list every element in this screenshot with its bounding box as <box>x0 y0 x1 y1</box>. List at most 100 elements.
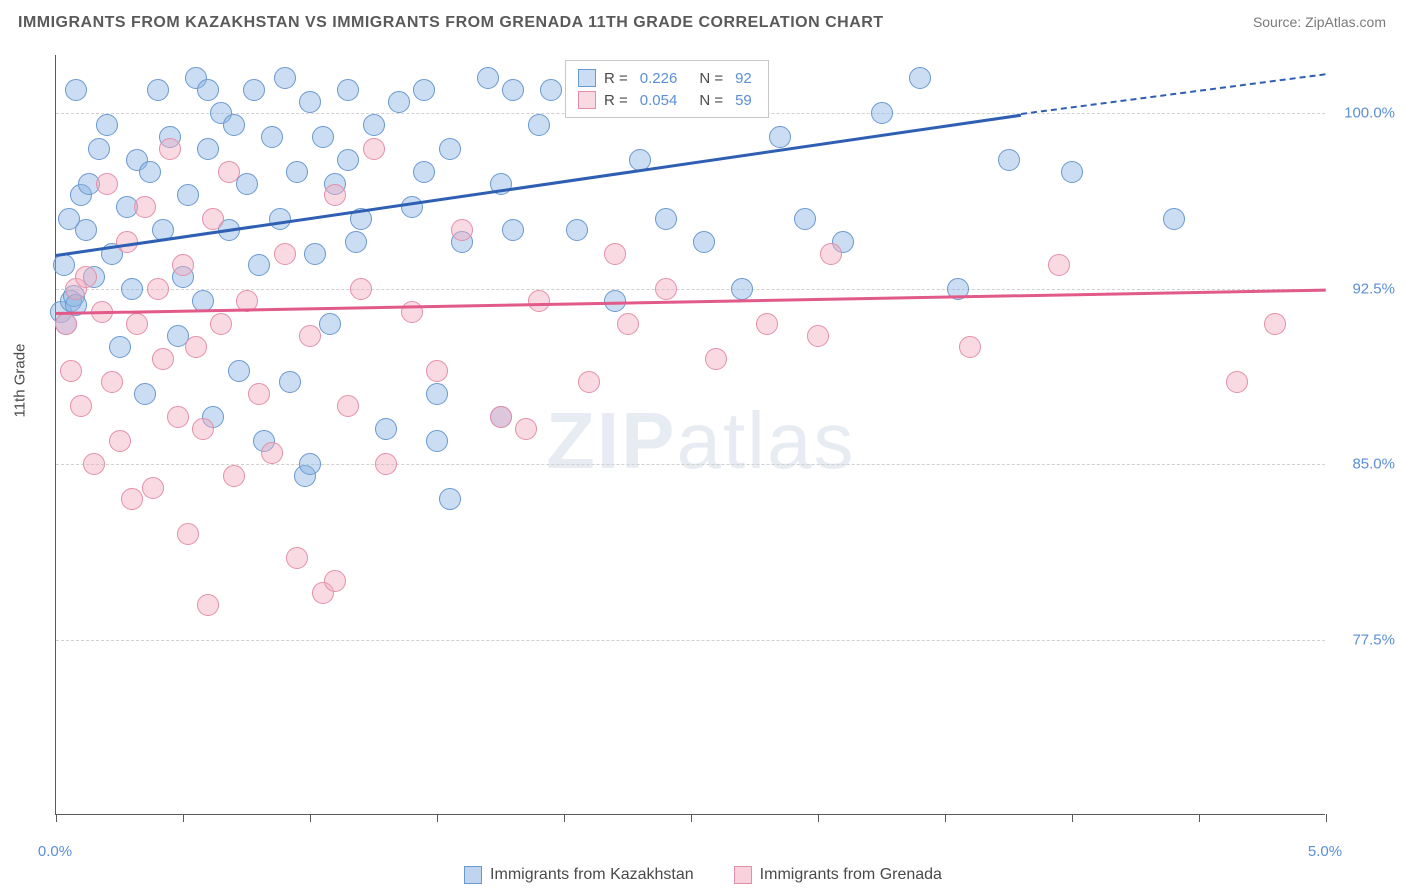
data-point <box>269 208 291 230</box>
data-point <box>502 219 524 241</box>
data-point <box>65 79 87 101</box>
data-point <box>167 406 189 428</box>
data-point <box>274 67 296 89</box>
data-point <box>223 114 245 136</box>
data-point <box>324 570 346 592</box>
legend-n-label: N = <box>699 70 723 87</box>
gridline <box>56 640 1325 641</box>
legend-row: R =0.226N =92 <box>578 67 756 89</box>
data-point <box>228 360 250 382</box>
data-point <box>134 383 156 405</box>
data-point <box>604 243 626 265</box>
data-point <box>299 91 321 113</box>
legend-swatch <box>578 69 596 87</box>
series-legend: Immigrants from Kazakhstan Immigrants fro… <box>0 866 1406 884</box>
data-point <box>477 67 499 89</box>
data-point <box>286 547 308 569</box>
data-point <box>693 231 715 253</box>
x-tick <box>818 814 819 822</box>
legend-item: Immigrants from Kazakhstan <box>464 866 694 884</box>
data-point <box>655 208 677 230</box>
y-tick-label: 92.5% <box>1352 280 1395 297</box>
data-point <box>375 418 397 440</box>
data-point <box>337 149 359 171</box>
data-point <box>299 325 321 347</box>
data-point <box>223 465 245 487</box>
legend-swatch <box>734 866 752 884</box>
x-tick <box>691 814 692 822</box>
data-point <box>279 371 301 393</box>
data-point <box>109 430 131 452</box>
data-point <box>53 254 75 276</box>
data-point <box>578 371 600 393</box>
data-point <box>75 266 97 288</box>
chart-title: IMMIGRANTS FROM KAZAKHSTAN VS IMMIGRANTS… <box>18 14 884 32</box>
data-point <box>1163 208 1185 230</box>
x-tick <box>1072 814 1073 822</box>
data-point <box>604 290 626 312</box>
data-point <box>769 126 791 148</box>
data-point <box>566 219 588 241</box>
data-point <box>1264 313 1286 335</box>
data-point <box>871 102 893 124</box>
data-point <box>426 360 448 382</box>
data-point <box>426 430 448 452</box>
x-tick <box>56 814 57 822</box>
data-point <box>243 79 265 101</box>
y-tick-label: 77.5% <box>1352 631 1395 648</box>
data-point <box>324 184 346 206</box>
data-point <box>83 453 105 475</box>
data-point <box>337 395 359 417</box>
data-point <box>88 138 110 160</box>
data-point <box>192 418 214 440</box>
data-point <box>705 348 727 370</box>
x-tick <box>1326 814 1327 822</box>
legend-n-value: 59 <box>735 92 752 109</box>
legend-r-label: R = <box>604 92 628 109</box>
data-point <box>109 336 131 358</box>
legend-n-value: 92 <box>735 70 752 87</box>
data-point <box>1226 371 1248 393</box>
data-point <box>177 523 199 545</box>
data-point <box>820 243 842 265</box>
data-point <box>248 254 270 276</box>
data-point <box>363 114 385 136</box>
data-point <box>345 231 367 253</box>
data-point <box>540 79 562 101</box>
data-point <box>528 290 550 312</box>
x-tick <box>437 814 438 822</box>
data-point <box>210 313 232 335</box>
data-point <box>197 594 219 616</box>
data-point <box>312 126 334 148</box>
data-point <box>70 395 92 417</box>
legend-n-label: N = <box>699 92 723 109</box>
data-point <box>286 161 308 183</box>
y-tick-label: 85.0% <box>1352 456 1395 473</box>
data-point <box>490 406 512 428</box>
data-point <box>218 161 240 183</box>
data-point <box>60 360 82 382</box>
data-point <box>274 243 296 265</box>
y-axis-title: 11th Grade <box>12 344 29 418</box>
data-point <box>413 161 435 183</box>
legend-swatch <box>464 866 482 884</box>
data-point <box>515 418 537 440</box>
data-point <box>197 138 219 160</box>
data-point <box>401 196 423 218</box>
data-point <box>304 243 326 265</box>
legend-r-value: 0.226 <box>640 70 678 87</box>
x-tick-label: 5.0% <box>1308 843 1342 860</box>
data-point <box>142 477 164 499</box>
data-point <box>172 254 194 276</box>
x-tick <box>945 814 946 822</box>
data-point <box>655 278 677 300</box>
data-point <box>202 208 224 230</box>
y-tick-label: 100.0% <box>1344 105 1395 122</box>
data-point <box>101 371 123 393</box>
data-point <box>75 219 97 241</box>
x-tick <box>564 814 565 822</box>
legend-item: Immigrants from Grenada <box>734 866 942 884</box>
data-point <box>413 79 435 101</box>
data-point <box>363 138 385 160</box>
x-tick <box>310 814 311 822</box>
